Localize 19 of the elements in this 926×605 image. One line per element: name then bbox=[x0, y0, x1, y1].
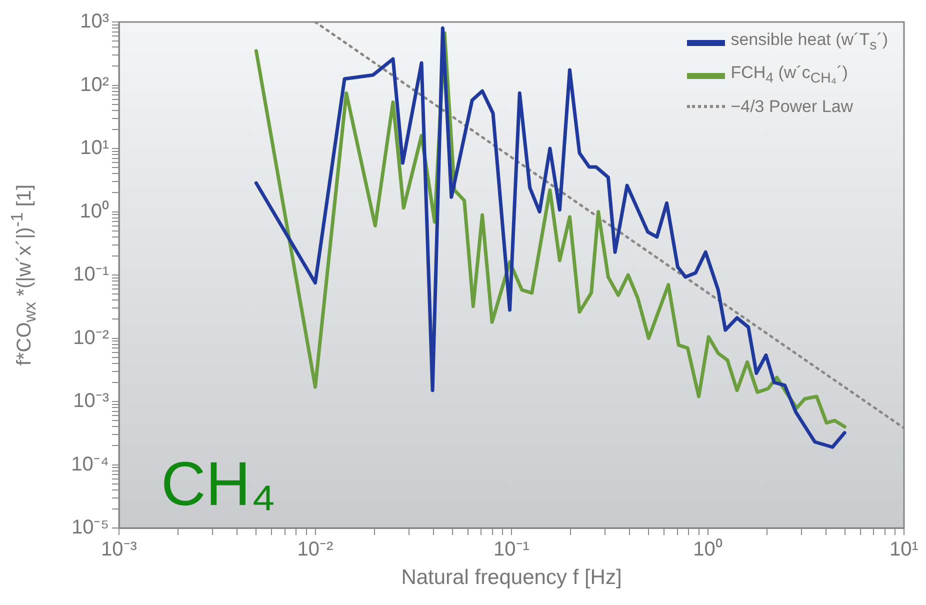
y-tick-label: 10⁻⁵ bbox=[71, 516, 109, 539]
x-tick-label: 10⁰ bbox=[693, 538, 722, 561]
y-tick-label: 10⁻⁴ bbox=[71, 453, 109, 476]
y-tick-label: 10² bbox=[80, 74, 110, 96]
y-tick-label: 10⁰ bbox=[80, 199, 109, 222]
legend-label: sensible heat (w´T$_{s}$´) bbox=[730, 29, 888, 56]
x-tick-label: 10⁻³ bbox=[101, 538, 138, 561]
x-tick-label: 10⁻² bbox=[297, 538, 334, 561]
y-tick-label: 10⁻² bbox=[73, 326, 110, 349]
legend-label: −4/3 Power Law bbox=[730, 96, 854, 118]
y-tick-label: 10⁻³ bbox=[73, 390, 110, 412]
x-axis-title: Natural frequency f [Hz] bbox=[401, 566, 622, 590]
x-tick-label: 10¹ bbox=[890, 538, 919, 561]
y-tick-label: 10⁻¹ bbox=[73, 264, 110, 286]
y-tick-label: 10¹ bbox=[80, 137, 110, 160]
legend-label: FCH$_{4}$ (w´c$_{CH₄}$´) bbox=[730, 62, 848, 89]
annotation: CH₄ bbox=[161, 449, 276, 520]
y-tick-label: 10³ bbox=[80, 10, 110, 33]
x-tick-label: 10⁻¹ bbox=[494, 538, 530, 561]
